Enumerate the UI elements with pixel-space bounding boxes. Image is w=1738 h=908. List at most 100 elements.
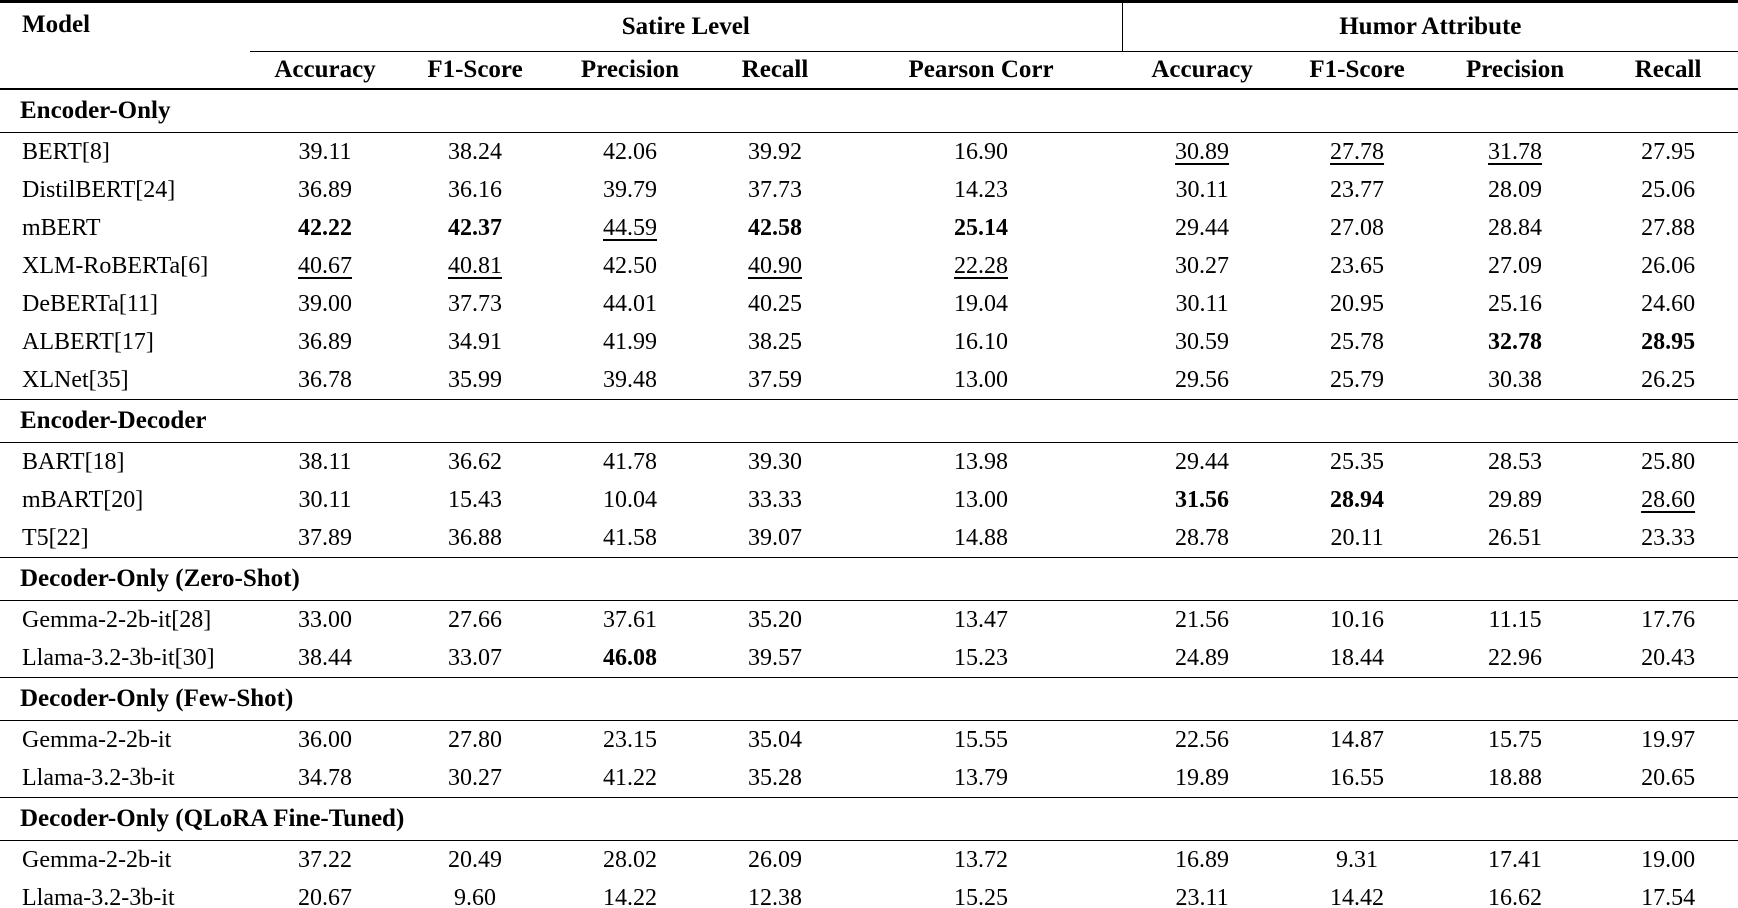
metric-cell: 21.56 [1175,606,1230,633]
metric-cell: 15.23 [954,644,1009,671]
metric-cell: 42.37 [448,214,502,241]
section-header: Decoder-Only (Few-Shot) [0,677,1738,721]
metric-cell: 44.01 [603,290,657,317]
metric-cell: 39.30 [748,448,802,475]
metric-cell: 14.22 [603,884,657,908]
table-row: BART[18] 38.11 36.62 41.78 39.30 13.98 29.44 25… [0,443,1738,482]
metric-cell: 37.22 [298,846,352,873]
metric-cell: 28.60 [1641,486,1696,513]
metric-cell: 36.89 [298,328,352,355]
table-row: ALBERT[17] 36.89 34.91 41.99 38.25 16.10 30.59… [0,323,1738,361]
metric-cell: 14.42 [1330,884,1385,908]
table-row: DeBERTa[11] 39.00 37.73 44.01 40.25 19.04 30.1… [0,285,1738,323]
metric-cell: 17.54 [1641,884,1696,908]
metric-cell: 36.16 [448,176,502,203]
model-name-cell: BART[18] [22,448,125,475]
model-name-cell: BERT[8] [22,138,110,165]
metric-cell: 39.07 [748,524,802,551]
model-name-cell: Llama-3.2-3b-it[30] [22,644,215,671]
metric-cell: 9.31 [1336,846,1379,873]
metric-cell: 29.44 [1175,448,1230,475]
metric-cell: 27.95 [1641,138,1696,165]
metric-cell: 28.02 [603,846,657,873]
metric-cell: 34.78 [298,764,352,791]
metric-cell: 42.06 [603,138,657,165]
model-name-cell: Llama-3.2-3b-it [22,884,175,908]
section-header: Encoder-Decoder [0,399,1738,443]
metric-cell: 13.98 [954,448,1009,475]
metric-cell: 25.80 [1641,448,1696,475]
metric-cell: 24.89 [1175,644,1230,671]
metric-cell: 26.09 [748,846,802,873]
metric-cell: 39.79 [603,176,657,203]
metric-cell: 20.49 [448,846,502,873]
table-row: Gemma-2-2b-it 36.00 27.80 23.15 35.04 15.55 22… [0,721,1738,760]
metric-cell: 13.79 [954,764,1009,791]
table-row: mBART[20] 30.11 15.43 10.04 33.33 13.00 31.56 2… [0,481,1738,519]
column-header-satire-precision: Precision [550,51,710,90]
metric-cell: 13.72 [954,846,1009,873]
table-row: mBERT 42.22 42.37 44.59 42.58 25.14 29.44 27.08… [0,209,1738,247]
metric-cell: 20.67 [298,884,352,908]
metric-cell: 30.11 [1175,176,1229,203]
section-header: Decoder-Only (Zero-Shot) [0,557,1738,601]
metric-cell: 38.25 [748,328,802,355]
metric-cell: 33.07 [448,644,502,671]
metric-cell: 38.44 [298,644,352,671]
metric-cell: 23.11 [1175,884,1229,908]
metric-cell: 26.51 [1488,524,1543,551]
column-header-satire-recall: Recall [710,51,840,90]
metric-cell: 40.67 [298,252,352,279]
metric-cell: 29.56 [1175,366,1230,393]
metric-cell: 16.62 [1488,884,1543,908]
table-row: Llama-3.2-3b-it 34.78 30.27 41.22 35.28 13.79… [0,759,1738,798]
metric-cell: 46.08 [603,644,657,671]
metric-cell: 29.89 [1488,486,1543,513]
model-name-cell: T5[22] [22,524,89,551]
metric-cell: 41.99 [603,328,657,355]
metric-cell: 30.38 [1488,366,1543,393]
metric-cell: 31.78 [1488,138,1543,165]
metric-cell: 25.35 [1330,448,1385,475]
metric-cell: 35.04 [748,726,802,753]
metric-cell: 41.58 [603,524,657,551]
column-header-row: Accuracy F1-Score Precision Recall Pears… [0,51,1738,90]
metric-cell: 36.89 [298,176,352,203]
metric-cell: 15.43 [448,486,502,513]
table-row: XLNet[35] 36.78 35.99 39.48 37.59 13.00 29.56 2… [0,361,1738,400]
metric-cell: 20.43 [1641,644,1696,671]
column-header-humor-recall: Recall [1598,51,1738,90]
metric-cell: 13.00 [954,366,1009,393]
metric-cell: 25.79 [1330,366,1385,393]
metric-cell: 19.89 [1175,764,1230,791]
column-header-humor-accuracy: Accuracy [1122,51,1283,90]
section-header: Encoder-Only [0,88,1738,133]
metric-cell: 14.23 [954,176,1009,203]
metric-cell: 39.11 [298,138,352,165]
metric-cell: 41.78 [603,448,657,475]
metric-cell: 16.55 [1330,764,1385,791]
metric-cell: 20.11 [1330,524,1384,551]
metric-cell: 36.78 [298,366,352,393]
metric-cell: 35.99 [448,366,502,393]
metric-cell: 31.56 [1175,486,1230,513]
metric-cell: 40.25 [748,290,802,317]
metric-cell: 29.44 [1175,214,1230,241]
column-header-pearson-corr: Pearson Corr [840,51,1123,90]
metric-cell: 27.66 [448,606,502,633]
metric-cell: 38.24 [448,138,502,165]
metric-cell: 36.00 [298,726,352,753]
model-name-cell: XLM-RoBERTa[6] [22,252,209,279]
table-row: XLM-RoBERTa[6] 40.67 40.81 42.50 40.90 22.28 3… [0,247,1738,285]
model-name-cell: mBART[20] [22,486,144,513]
metric-cell: 44.59 [603,214,657,241]
column-header-satire-f1: F1-Score [400,51,550,90]
metric-cell: 22.28 [954,252,1009,279]
model-name-cell: XLNet[35] [22,366,129,393]
table-row: T5[22] 37.89 36.88 41.58 39.07 14.88 28.78 20.1… [0,519,1738,558]
section-row: Decoder-Only (Few-Shot) [0,677,1738,721]
metric-cell: 42.58 [748,214,802,241]
metric-cell: 20.65 [1641,764,1696,791]
metric-cell: 38.11 [298,448,352,475]
